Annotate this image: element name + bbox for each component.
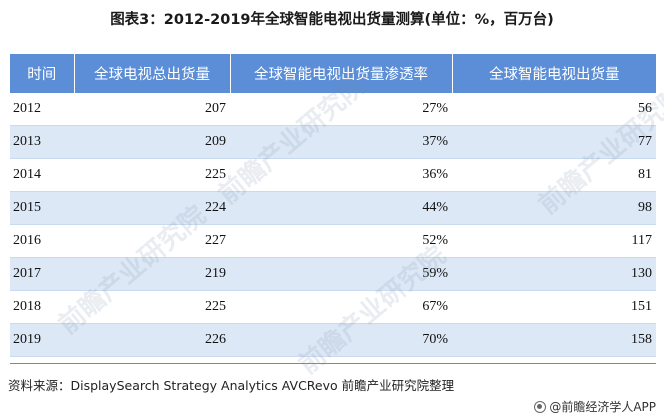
cell-smart: 77 xyxy=(452,125,656,159)
brand-label: @前瞻经济学人APP xyxy=(549,400,656,414)
header-total-shipments: 全球电视总出货量 xyxy=(74,54,231,93)
table-row: 2017 219 59% 130 xyxy=(10,257,656,291)
cell-total: 226 xyxy=(74,323,230,357)
cell-total: 219 xyxy=(74,257,230,291)
cell-rate: 52% xyxy=(230,224,452,258)
cell-smart: 56 xyxy=(452,93,656,126)
cell-total: 207 xyxy=(74,93,230,126)
brand-credit: @前瞻经济学人APP xyxy=(534,398,656,415)
table-row: 2014 225 36% 81 xyxy=(10,158,656,192)
cell-rate: 70% xyxy=(230,323,452,357)
cell-smart: 130 xyxy=(452,257,656,291)
table-row: 2019 226 70% 158 xyxy=(10,323,656,357)
table-header-row: 时间 全球电视总出货量 全球智能电视出货量渗透率 全球智能电视出货量 xyxy=(10,54,656,93)
data-table-container: 时间 全球电视总出货量 全球智能电视出货量渗透率 全球智能电视出货量 2012 … xyxy=(10,54,656,357)
cell-smart: 158 xyxy=(452,323,656,357)
cell-year: 2016 xyxy=(10,224,74,258)
table-title: 图表3：2012-2019年全球智能电视出货量测算(单位：%，百万台) xyxy=(110,12,554,28)
table-row: 2015 224 44% 98 xyxy=(10,191,656,225)
cell-total: 225 xyxy=(74,158,230,192)
cell-year: 2014 xyxy=(10,158,74,192)
cell-rate: 27% xyxy=(230,93,452,126)
cell-rate: 36% xyxy=(230,158,452,192)
cell-year: 2017 xyxy=(10,257,74,291)
cell-total: 209 xyxy=(74,125,230,159)
cell-smart: 81 xyxy=(452,158,656,192)
cell-rate: 44% xyxy=(230,191,452,225)
header-smart-tv-shipments: 全球智能电视出货量 xyxy=(452,54,656,93)
cell-total: 224 xyxy=(74,191,230,225)
header-penetration-rate: 全球智能电视出货量渗透率 xyxy=(230,54,453,93)
cell-year: 2019 xyxy=(10,323,74,357)
cell-rate: 37% xyxy=(230,125,452,159)
table-bottom-rule xyxy=(10,363,656,364)
cell-smart: 98 xyxy=(452,191,656,225)
source-note: 资料来源：DisplaySearch Strategy Analytics AV… xyxy=(8,378,455,393)
table-row: 2018 225 67% 151 xyxy=(10,290,656,324)
table-row: 2016 227 52% 117 xyxy=(10,224,656,258)
cell-smart: 151 xyxy=(452,290,656,324)
cell-year: 2012 xyxy=(10,93,74,126)
cell-year: 2018 xyxy=(10,290,74,324)
cell-year: 2015 xyxy=(10,191,74,225)
cell-total: 225 xyxy=(74,290,230,324)
data-table: 时间 全球电视总出货量 全球智能电视出货量渗透率 全球智能电视出货量 2012 … xyxy=(10,54,656,357)
header-time: 时间 xyxy=(10,54,75,93)
table-row: 2012 207 27% 56 xyxy=(10,93,656,126)
cell-smart: 117 xyxy=(452,224,656,258)
table-row: 2013 209 37% 77 xyxy=(10,125,656,159)
cell-rate: 59% xyxy=(230,257,452,291)
cell-total: 227 xyxy=(74,224,230,258)
cell-year: 2013 xyxy=(10,125,74,159)
brand-logo-icon xyxy=(534,400,547,413)
cell-rate: 67% xyxy=(230,290,452,324)
